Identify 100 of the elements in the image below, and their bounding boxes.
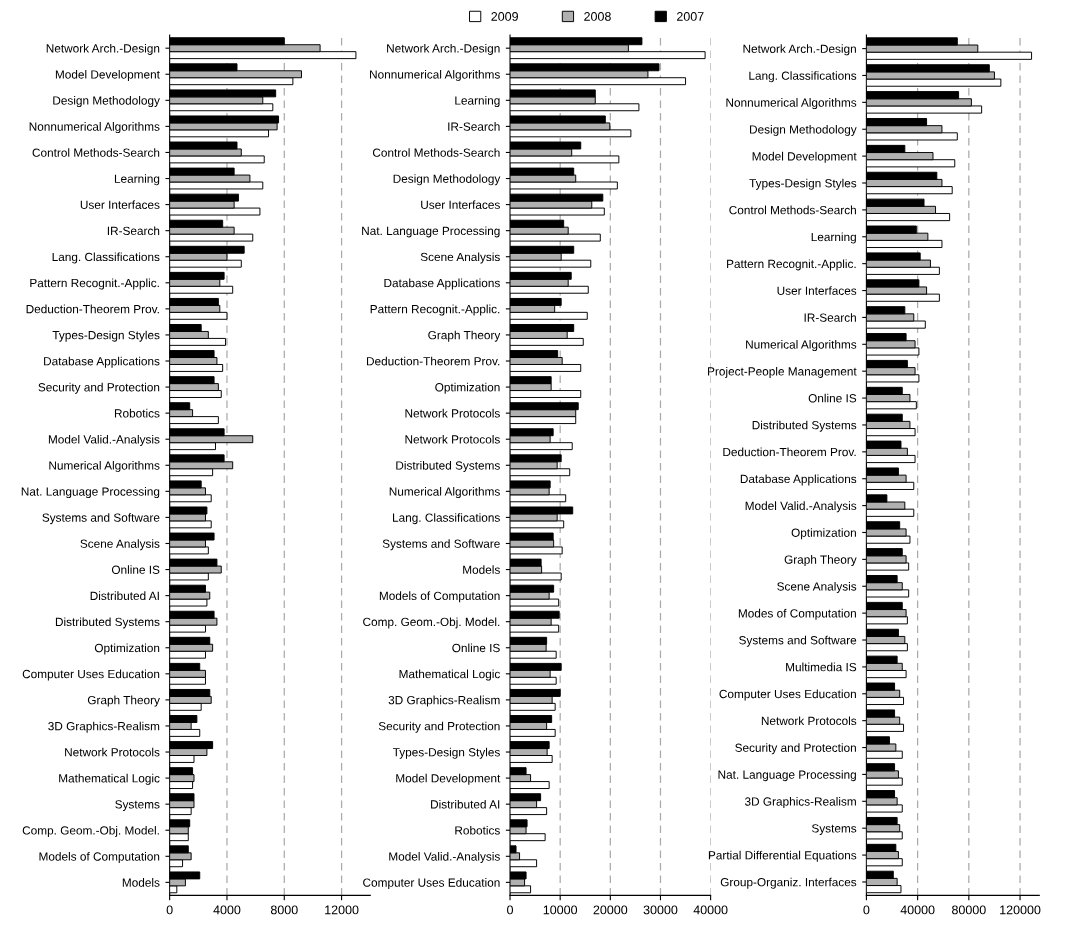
- y-tick-label: Graph Theory: [784, 555, 857, 567]
- y-tick-label: Model Valid.-Analysis: [745, 501, 857, 513]
- y-tick-label: Online IS: [808, 393, 857, 403]
- y-tick-label: Pattern Recognit.-Applic.: [370, 304, 500, 316]
- y-tick-label: User Interfaces: [777, 286, 857, 295]
- y-tick-label: Online IS: [452, 643, 500, 653]
- y-tick-label: IR-Search: [804, 313, 856, 322]
- y-tick-label: Computer Uses Education: [363, 878, 500, 890]
- y-tick-label: Group-Organiz. Interfaces: [720, 877, 857, 889]
- y-tick-label: Pattern Recognit.-Applic.: [727, 259, 856, 271]
- y-tick-label: Lang. Classifications: [749, 71, 857, 83]
- y-tick-label: Pattern Recognit.-Applic.: [30, 278, 159, 290]
- y-tick-label: Design Methodology: [393, 174, 501, 186]
- y-tick-label: Control Methods-Search: [372, 148, 500, 157]
- y-tick-label: Scene Analysis: [420, 252, 500, 264]
- y-tick-label: Nat. Language Processing: [718, 770, 856, 782]
- y-tick-label: Computer Uses Education: [22, 669, 160, 681]
- y-tick-label: Online IS: [111, 565, 160, 574]
- y-tick-label: Optimization: [791, 528, 856, 540]
- y-tick-label: Models of Computation: [39, 852, 160, 864]
- y-tick-label: User Interfaces: [421, 200, 500, 209]
- x-tick-label: 12000: [325, 905, 359, 915]
- y-tick-label: Comp. Geom.-Obj. Model.: [22, 825, 159, 837]
- x-tick-label: 40000: [900, 905, 935, 915]
- y-tick-label: Models of Computation: [379, 591, 500, 603]
- y-tick-label: Database Applications: [44, 356, 160, 368]
- y-tick-label: Mathematical Logic: [399, 669, 500, 681]
- y-tick-label: Distributed AI: [90, 591, 159, 601]
- y-tick-label: Control Methods-Search: [729, 205, 856, 215]
- y-tick-label: Distributed AI: [431, 799, 500, 809]
- y-tick-label: Distributed Systems: [752, 420, 857, 432]
- y-tick-label: Distributed Systems: [55, 617, 160, 629]
- y-tick-label: Lang. Classifications: [52, 252, 160, 264]
- y-tick-label: Database Applications: [740, 474, 857, 486]
- y-tick-label: Modes of Computation: [738, 608, 856, 620]
- legend-label: 2009: [491, 12, 518, 21]
- y-tick-label: Systems and Software: [382, 539, 500, 551]
- y-tick-label: Systems: [811, 824, 857, 835]
- x-tick-label: 120000: [1000, 905, 1041, 915]
- y-tick-label: Robotics: [455, 825, 500, 835]
- y-tick-label: Nonnumerical Algorithms: [370, 69, 500, 81]
- y-tick-label: Nonnumerical Algorithms: [726, 98, 857, 110]
- y-tick-label: 3D Graphics-Realism: [48, 721, 160, 733]
- y-tick-label: Network Arch.-Design: [46, 43, 160, 55]
- y-tick-label: Learning: [455, 96, 500, 108]
- y-tick-label: Scene Analysis: [777, 581, 857, 593]
- y-tick-label: Network Protocols: [65, 747, 160, 757]
- x-tick-label: 30000: [643, 905, 678, 915]
- y-tick-label: Network Protocols: [405, 434, 500, 444]
- y-tick-label: IR-Search: [448, 122, 500, 131]
- y-tick-label: Model Valid.-Analysis: [48, 434, 160, 446]
- y-tick-label: Numerical Algorithms: [389, 487, 500, 499]
- x-tick-label: 4000: [213, 905, 241, 915]
- y-tick-label: Deduction-Theorem Prov.: [366, 356, 500, 366]
- x-tick-label: 40000: [693, 905, 728, 915]
- y-tick-label: Distributed Systems: [396, 461, 500, 472]
- y-tick-label: Learning: [114, 174, 160, 186]
- y-tick-label: Lang. Classifications: [393, 513, 500, 525]
- legend-label: 2008: [584, 12, 611, 21]
- y-tick-label: Model Development: [396, 773, 501, 785]
- x-tick-label: 0: [507, 905, 514, 915]
- y-tick-label: Systems: [115, 800, 160, 811]
- y-tick-label: Types-Design Styles: [749, 178, 857, 190]
- y-tick-label: Deduction-Theorem Prov.: [723, 447, 856, 457]
- x-tick-label: 80000: [952, 905, 986, 915]
- y-tick-label: Network Arch.-Design: [743, 44, 856, 56]
- y-tick-label: Nat. Language Processing: [362, 226, 500, 238]
- y-tick-label: Models: [122, 878, 160, 887]
- y-tick-label: Design Methodology: [53, 96, 160, 108]
- y-tick-label: 3D Graphics-Realism: [744, 797, 856, 809]
- y-tick-label: Nat. Language Processing: [21, 487, 160, 499]
- y-tick-label: 3D Graphics-Realism: [388, 695, 500, 707]
- y-tick-label: Mathematical Logic: [59, 773, 160, 785]
- y-tick-label: Numerical Algorithms: [746, 340, 857, 352]
- y-tick-label: Types-Design Styles: [52, 330, 160, 342]
- y-tick-label: Optimization: [94, 643, 160, 655]
- y-tick-label: Systems and Software: [42, 513, 160, 525]
- y-tick-label: Network Arch.-Design: [387, 43, 500, 55]
- legend-label: 2007: [677, 12, 704, 21]
- y-tick-label: Graph Theory: [87, 695, 160, 707]
- y-tick-label: Systems and Software: [739, 635, 857, 647]
- x-tick-label: 20000: [593, 905, 628, 915]
- y-tick-label: Security and Protection: [378, 721, 500, 733]
- x-tick-label: 0: [166, 905, 173, 915]
- y-tick-label: Numerical Algorithms: [49, 461, 160, 472]
- y-tick-label: Project-People Management: [708, 366, 857, 378]
- y-tick-label: Models: [463, 565, 500, 574]
- y-tick-label: Robotics: [114, 408, 160, 418]
- y-tick-label: Model Development: [55, 69, 160, 81]
- y-tick-label: Model Development: [752, 151, 857, 163]
- y-tick-label: Types-Design Styles: [392, 747, 500, 759]
- y-tick-label: Scene Analysis: [80, 539, 160, 551]
- y-tick-label: Model Valid.-Analysis: [389, 852, 500, 864]
- y-tick-label: Security and Protection: [38, 382, 160, 394]
- y-tick-label: Database Applications: [384, 278, 500, 290]
- y-tick-label: Partial Differential Equations: [708, 850, 857, 862]
- y-tick-label: Deduction-Theorem Prov.: [26, 304, 159, 314]
- y-tick-label: Computer Uses Education: [719, 689, 856, 701]
- y-tick-label: Comp. Geom.-Obj. Model.: [363, 617, 500, 629]
- y-tick-label: Graph Theory: [428, 330, 501, 342]
